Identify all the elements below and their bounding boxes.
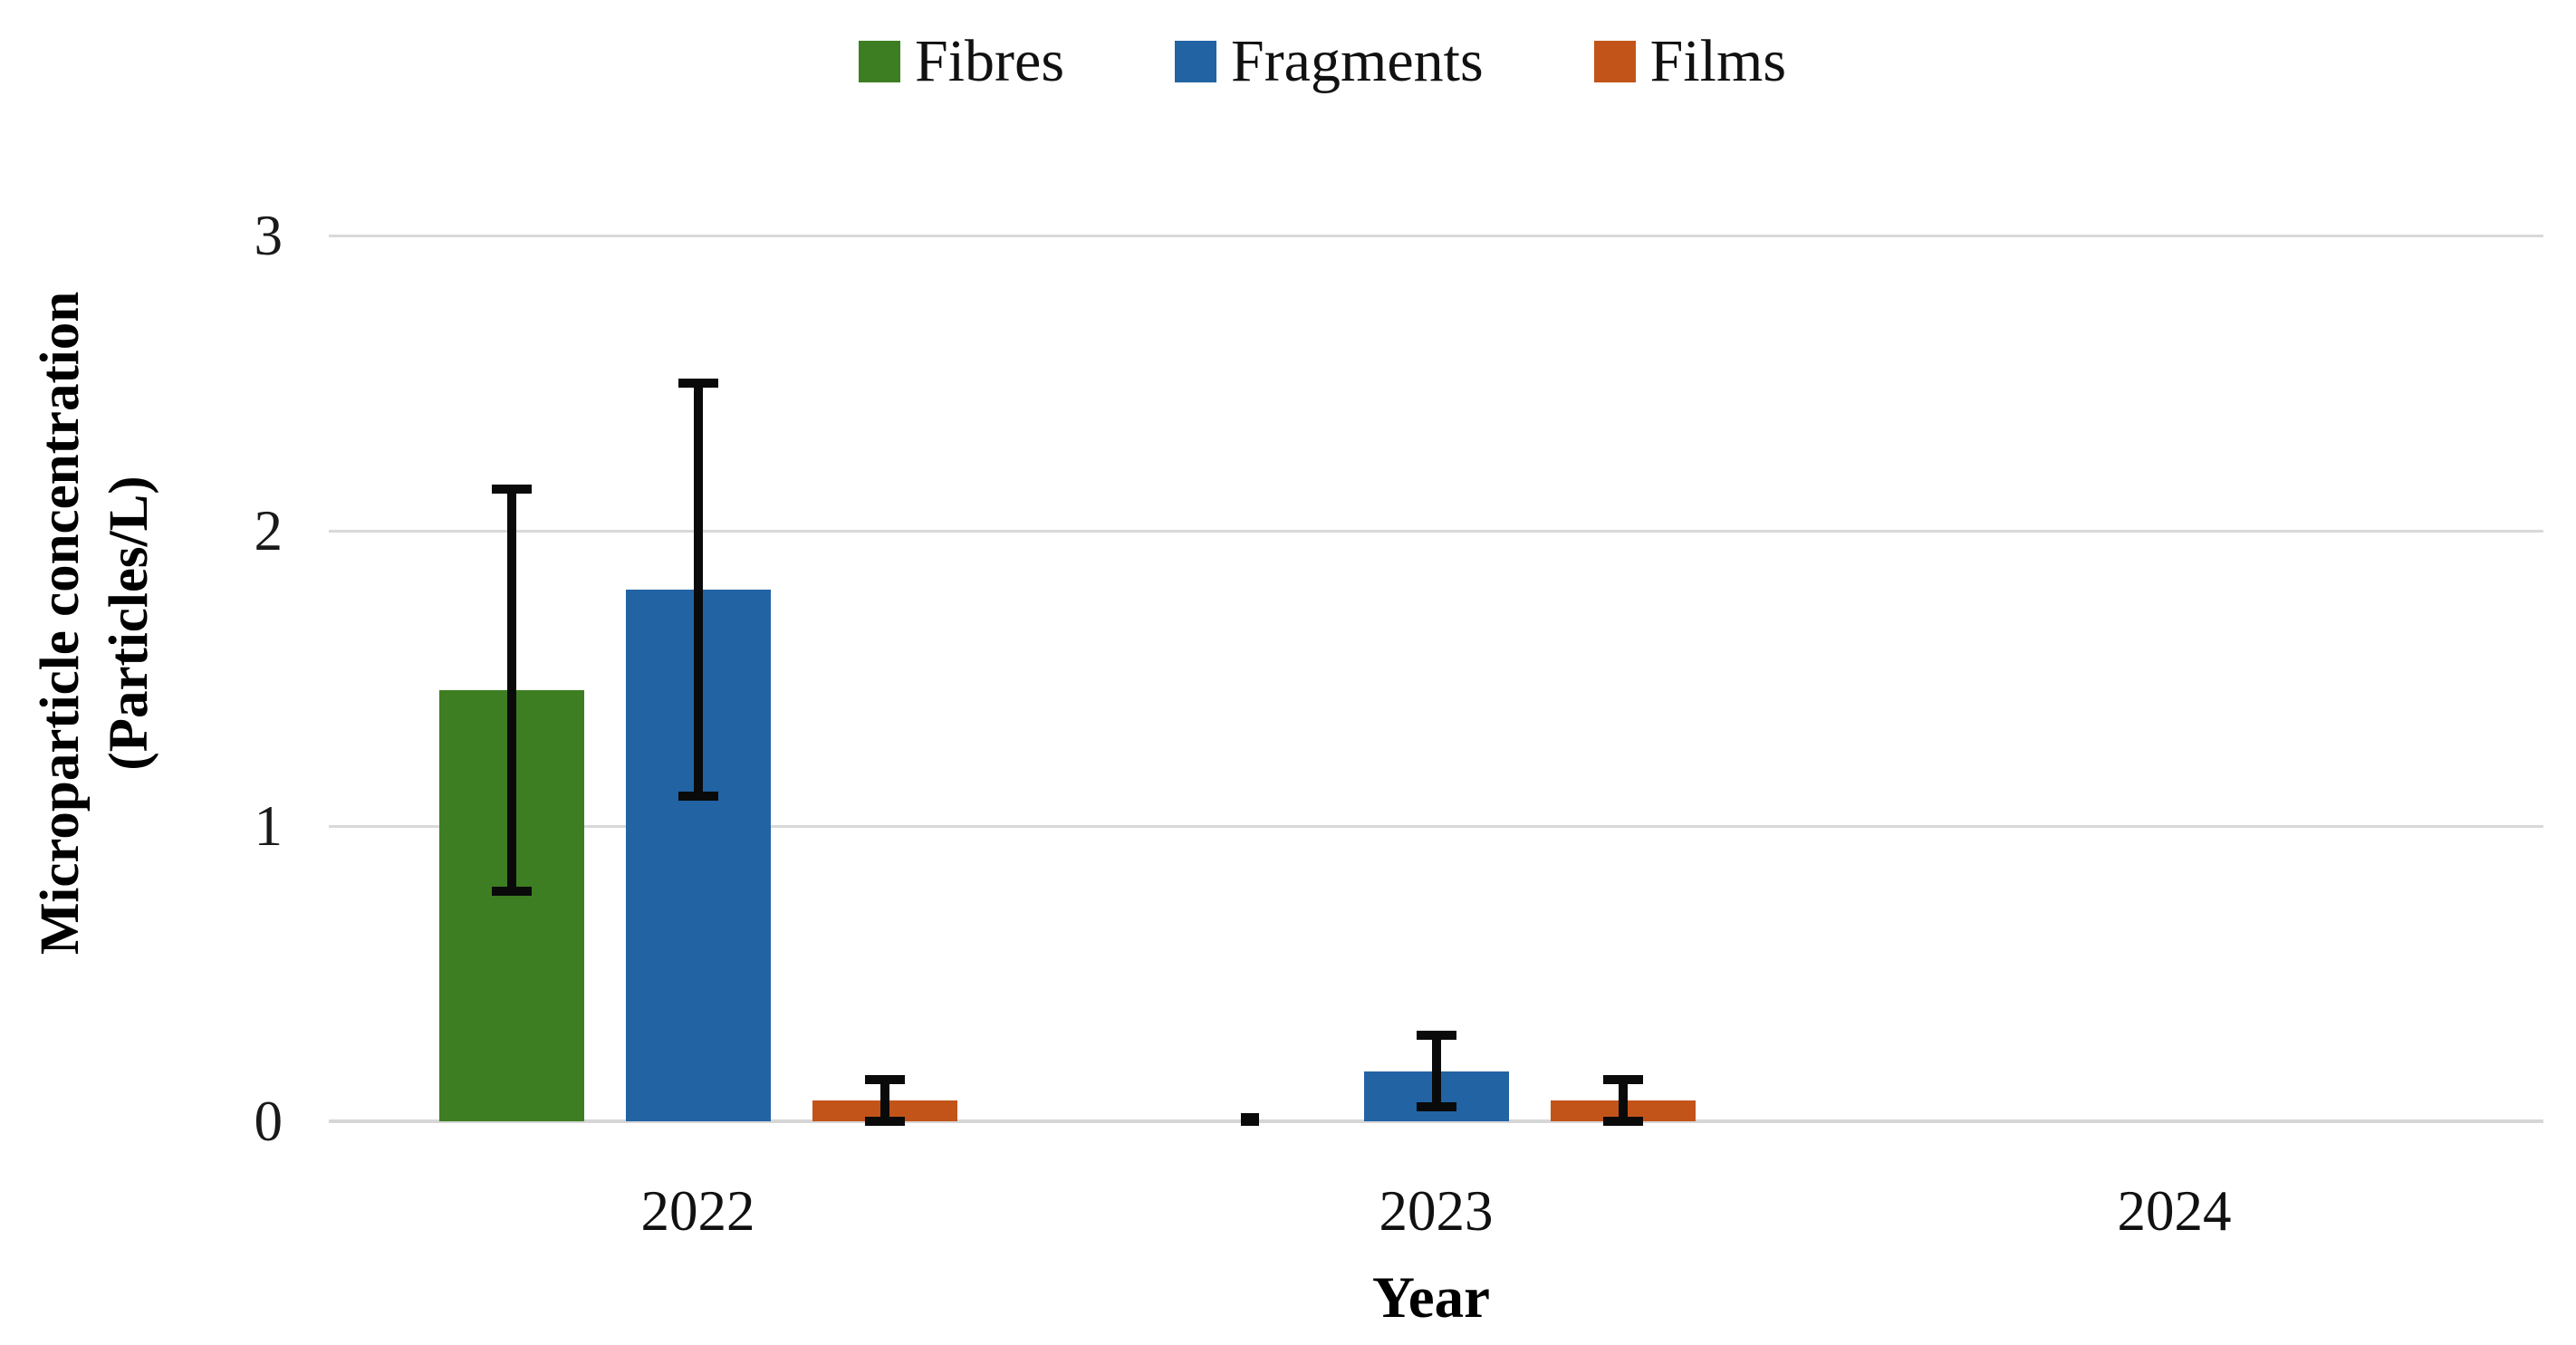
error-cap-high-films-2022 <box>864 1075 905 1085</box>
error-bar-films-2022 <box>879 1080 889 1121</box>
x-category-label-2024: 2024 <box>2117 1179 2232 1243</box>
gridline <box>329 529 2543 533</box>
legend-label-fragments: Fragments <box>1231 28 1484 94</box>
y-tick-label: 3 <box>254 204 284 267</box>
error-cap-high-fragments-2023 <box>1416 1031 1456 1041</box>
gridline <box>329 234 2543 237</box>
legend-swatch-fibres <box>859 41 900 82</box>
error-cap-high-fragments-2022 <box>678 379 718 388</box>
error-cap-high-fibres-2022 <box>491 485 532 495</box>
y-tick-label: 0 <box>254 1090 284 1153</box>
legend-label-films: Films <box>1649 28 1787 94</box>
error-cap-low-fibres-2023 <box>1240 1117 1259 1126</box>
error-cap-high-films-2023 <box>1602 1075 1643 1085</box>
gridline <box>329 824 2543 828</box>
chart-legend: Fibres Fragments Films <box>859 27 1786 96</box>
x-axis-title: Year <box>1372 1265 1490 1331</box>
error-bar-fibres-2022 <box>506 489 516 891</box>
legend-item-films: Films <box>1593 27 1787 96</box>
legend-swatch-fragments <box>1175 41 1216 82</box>
y-tick-label: 1 <box>254 794 284 858</box>
error-bar-fragments-2022 <box>693 383 703 797</box>
x-category-label-2022: 2022 <box>640 1179 755 1243</box>
error-bar-fragments-2023 <box>1431 1035 1441 1107</box>
legend-item-fibres: Fibres <box>859 27 1064 96</box>
error-cap-low-fragments-2023 <box>1416 1101 1456 1111</box>
legend-swatch-films <box>1593 41 1636 82</box>
y-tick-label: 2 <box>254 499 284 562</box>
legend-item-fragments: Fragments <box>1175 27 1484 96</box>
error-cap-low-fragments-2022 <box>678 792 718 802</box>
x-axis-line <box>329 1119 2543 1123</box>
error-cap-low-fibres-2022 <box>491 886 532 896</box>
legend-label-fibres: Fibres <box>915 28 1064 94</box>
error-cap-low-films-2022 <box>864 1117 905 1126</box>
x-category-label-2023: 2023 <box>1379 1179 1494 1243</box>
error-cap-low-films-2023 <box>1602 1117 1643 1126</box>
error-bar-films-2023 <box>1618 1080 1628 1121</box>
